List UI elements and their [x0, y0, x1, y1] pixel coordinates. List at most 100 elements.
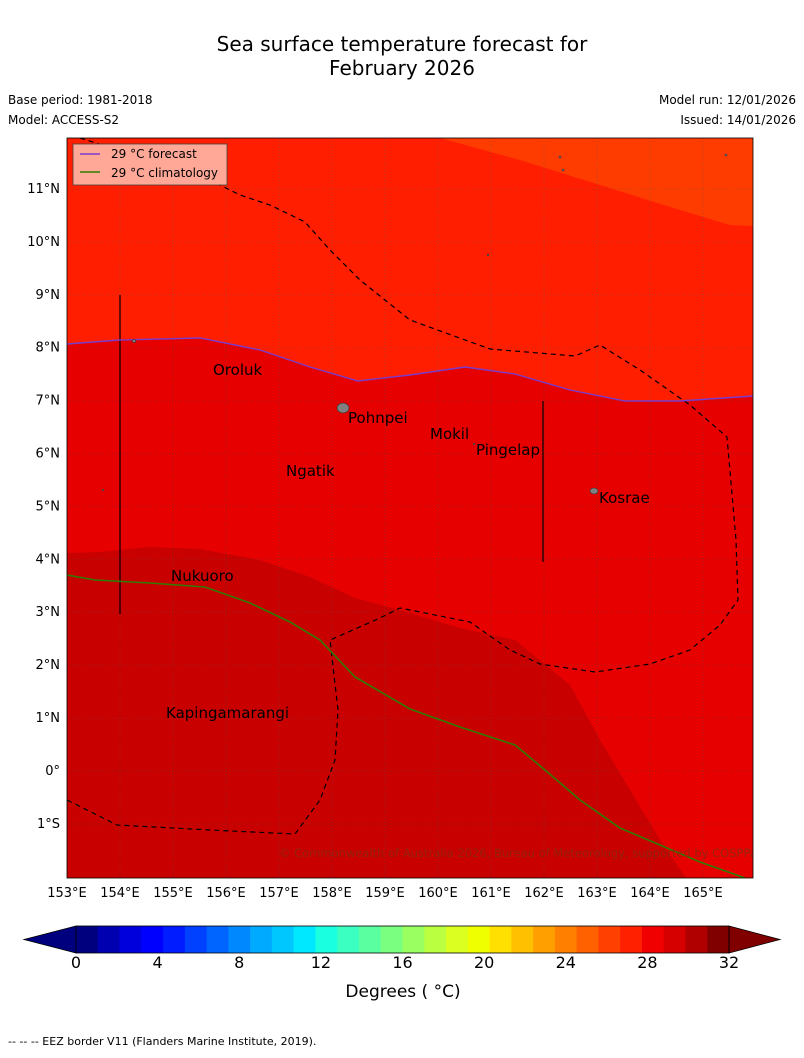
x-tick-label: 154°E [100, 886, 140, 901]
sst-region-29 [440, 138, 753, 226]
colorbar-tick-label: 0 [71, 953, 81, 972]
eez-border [67, 138, 739, 835]
climatology-29c-line [67, 574, 746, 878]
y-tick-label: 2°N [36, 658, 61, 673]
colorbar-segment [141, 926, 164, 953]
y-tick-label: 8°N [36, 341, 61, 356]
sst-region-32 [67, 547, 686, 878]
x-tick-label: 160°E [418, 886, 458, 901]
colorbar-segment [554, 926, 578, 953]
colorbar-min-arrow [22, 925, 77, 954]
minor-island [472, 442, 476, 446]
oroluk-island [132, 339, 136, 343]
colorbar-segment [119, 926, 142, 953]
place-label-kapingamarangi: Kapingamarangi [166, 704, 289, 722]
colorbar-segment [533, 926, 556, 953]
plot-frame [66, 137, 754, 879]
issued-date: Issued: 14/01/2026 [680, 113, 796, 127]
colorbar-segment [685, 926, 708, 953]
model-name: Model: ACCESS-S2 [8, 113, 120, 127]
y-tick-label: 11°N [27, 182, 60, 197]
colorbar-segment [707, 926, 730, 953]
colorbar-segment [511, 926, 534, 953]
colorbar-segment [293, 926, 316, 953]
colorbar-segment [206, 926, 229, 953]
x-tick-label: 164°E [630, 886, 670, 901]
colorbar-segment [576, 926, 599, 953]
place-label-ngatik: Ngatik [286, 462, 335, 480]
x-tick-label: 155°E [153, 886, 193, 901]
map-plot-area: Oroluk Pohnpei Mokil Pingelap Ngatik Kos… [67, 138, 763, 878]
title-line-2: February 2026 [329, 56, 475, 80]
place-label-pohnpei: Pohnpei [348, 409, 408, 427]
y-tick-label: 7°N [36, 394, 61, 409]
x-tick-label: 163°E [577, 886, 617, 901]
x-tick-label: 165°E [683, 886, 723, 901]
place-label-oroluk: Oroluk [213, 361, 262, 379]
colorbar-segment [358, 926, 382, 953]
colorbar-segment [620, 926, 643, 953]
place-label-kosrae: Kosrae [599, 489, 650, 507]
minor-island [486, 253, 490, 257]
x-tick-label: 161°E [471, 886, 511, 901]
base-period: Base period: 1981-2018 [8, 93, 153, 107]
eez-footnote: -- -- -- EEZ border V11 (Flanders Marine… [8, 1035, 317, 1048]
colorbar-frame [75, 925, 730, 954]
x-tick-label: 153°E [47, 886, 87, 901]
colorbar-segment [163, 926, 186, 953]
colorbar-segment [97, 926, 121, 953]
y-tick-label: 3°N [36, 605, 61, 620]
x-tick-label: 159°E [365, 886, 405, 901]
minor-island [724, 153, 728, 157]
colorbar-tick-label: 16 [392, 953, 412, 972]
x-axis-ticks: 153°E 154°E 155°E 156°E 157°E 158°E 159°E 160°E… [47, 886, 723, 901]
legend-forecast-label: 29 °C forecast [111, 147, 197, 161]
kosrae-island [589, 487, 599, 495]
colorbar-ticks: 0 4 8 12 16 20 24 28 32 [71, 953, 739, 972]
colorbar-max-arrow [728, 925, 782, 954]
colorbar-tick-label: 8 [234, 953, 244, 972]
colorbar-segment [641, 926, 665, 953]
colorbar-segment [315, 926, 338, 953]
x-tick-label: 157°E [259, 886, 299, 901]
x-tick-label: 156°E [206, 886, 246, 901]
colorbar-tick-label: 28 [637, 953, 657, 972]
place-label-mokil: Mokil [430, 425, 469, 443]
y-tick-label: 9°N [36, 288, 61, 303]
colorbar-segment [271, 926, 295, 953]
colorbar-segment [402, 926, 425, 953]
colorbar-segment [76, 926, 99, 953]
colorbar-tick-label: 4 [153, 953, 163, 972]
colorbar-segment [446, 926, 469, 953]
y-tick-label: 1°N [36, 711, 61, 726]
minor-island [558, 155, 562, 159]
colorbar-segment [184, 926, 208, 953]
colorbar-segment [467, 926, 491, 953]
map-legend: 29 °C forecast 29 °C climatology [72, 143, 228, 186]
colorbar [22, 925, 782, 954]
y-tick-label: 0° [45, 764, 60, 779]
minor-island [101, 488, 105, 492]
place-label-nukuoro: Nukuoro [171, 567, 234, 585]
colorbar-segment [337, 926, 360, 953]
colorbar-segment [598, 926, 621, 953]
legend-climatology-label: 29 °C climatology [111, 166, 218, 180]
islands [101, 153, 728, 495]
x-tick-label: 158°E [312, 886, 352, 901]
colorbar-segment [380, 926, 403, 953]
y-tick-label: 4°N [36, 552, 61, 567]
colorbar-segment [663, 926, 686, 953]
colorbar-tick-label: 32 [719, 953, 739, 972]
y-tick-label: 6°N [36, 447, 61, 462]
colorbar-tick-label: 20 [474, 953, 494, 972]
title-line-1: Sea surface temperature forecast for [216, 32, 588, 56]
colorbar-tick-label: 24 [556, 953, 576, 972]
place-label-pingelap: Pingelap [476, 441, 540, 459]
colorbar-segment [489, 926, 512, 953]
y-tick-label: 10°N [27, 235, 60, 250]
forecast-29c-line [67, 337, 753, 402]
model-run: Model run: 12/01/2026 [658, 93, 796, 107]
copyright-notice: © Commonwealth of Australia 2026, Bureau… [279, 846, 763, 860]
y-tick-label: 1°S [37, 817, 60, 832]
